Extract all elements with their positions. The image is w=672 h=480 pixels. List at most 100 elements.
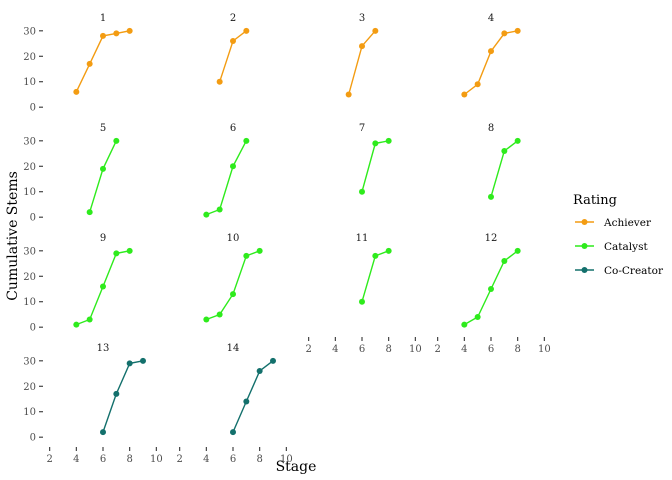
legend-title: Rating (573, 193, 617, 208)
x-tick-label: 6 (488, 344, 494, 355)
facet-strip-label: 8 (488, 123, 494, 134)
data-point (372, 140, 379, 147)
y-axis-title: Cumulative Stems (5, 171, 21, 301)
legend-label: Co-Creator (604, 265, 664, 277)
data-point (100, 429, 106, 436)
facet-panel: 11 2 4 6 8 10 (305, 233, 421, 355)
legend-key-point (581, 243, 588, 249)
legend-key-point (581, 267, 588, 273)
facet-panel: 3 (345, 13, 379, 98)
data-point (216, 311, 223, 318)
x-tick-label: 2 (305, 344, 311, 355)
y-tick-label: 20 (23, 272, 36, 283)
x-tick-label: 10 (538, 344, 551, 355)
data-point (230, 38, 236, 44)
data-point (359, 43, 365, 50)
x-tick-label: 8 (256, 454, 262, 465)
x-tick-label: 4 (73, 454, 79, 465)
data-point (474, 81, 481, 88)
x-tick-label: 4 (461, 344, 467, 355)
data-point (73, 321, 80, 328)
data-point (488, 286, 494, 292)
x-tick-label: 6 (230, 454, 236, 465)
facet-panel: 6 (203, 123, 250, 218)
facet-panel: 9 0 10 20 30 (23, 233, 133, 334)
data-point (514, 27, 521, 34)
y-tick-label: 10 (23, 407, 36, 418)
series-line (463, 30, 518, 96)
legend-item: Catalyst (575, 241, 648, 253)
facet-strip-label: 9 (100, 233, 106, 244)
facet-panel: 5 0 10 20 30 (23, 123, 120, 224)
x-tick-label: 2 (434, 344, 440, 355)
y-tick-label: 20 (23, 382, 36, 393)
data-point (243, 137, 250, 144)
data-point (126, 27, 133, 34)
data-point (203, 316, 210, 323)
data-point (461, 321, 468, 328)
data-point (113, 137, 120, 144)
data-point (270, 357, 276, 364)
data-point (86, 209, 93, 216)
data-point (385, 247, 392, 254)
x-tick-label: 2 (46, 454, 52, 465)
legend-label: Catalyst (604, 241, 648, 253)
data-point (113, 390, 120, 397)
y-tick-label: 10 (23, 187, 36, 198)
facet-strip-label: 5 (100, 123, 106, 134)
data-point (100, 283, 106, 290)
x-tick-label: 2 (176, 454, 182, 465)
series-line (102, 360, 144, 433)
y-tick-label: 10 (23, 297, 36, 308)
facet-strip-label: 10 (227, 233, 240, 244)
data-point (126, 247, 133, 254)
data-point (501, 30, 508, 37)
data-point (113, 30, 120, 37)
facet-strip-label: 3 (359, 13, 365, 24)
facet-strip-label: 6 (230, 123, 236, 134)
data-point (359, 188, 365, 195)
y-tick-label: 30 (23, 246, 36, 257)
data-point (461, 91, 468, 98)
series-line (206, 140, 247, 216)
x-tick-label: 6 (100, 454, 106, 465)
legend-item: Co-Creator (575, 265, 664, 277)
data-point (203, 211, 210, 218)
data-point (100, 32, 106, 39)
y-tick-label: 0 (30, 433, 36, 444)
y-tick-label: 10 (23, 77, 36, 88)
facet-panel: 8 (488, 123, 521, 200)
facet-panel: 4 (461, 13, 521, 98)
data-point (359, 298, 365, 305)
data-point (243, 27, 250, 34)
data-point (385, 137, 392, 144)
series-line (206, 250, 260, 321)
data-point (501, 258, 508, 264)
facet-strip-label: 2 (230, 13, 236, 24)
facet-strip-label: 14 (227, 343, 240, 354)
data-point (216, 206, 223, 213)
legend-item: Achiever (575, 217, 652, 229)
x-tick-label: 6 (359, 344, 365, 355)
data-point (372, 252, 379, 259)
y-tick-label: 0 (30, 103, 36, 114)
facet-strip-label: 12 (485, 233, 498, 244)
y-tick-label: 0 (30, 213, 36, 224)
x-tick-label: 4 (332, 344, 338, 355)
x-tick-label: 10 (150, 454, 163, 465)
facet-panel: 12 2 4 6 8 10 (434, 233, 550, 355)
series-line (75, 30, 130, 93)
y-tick-label: 0 (30, 323, 36, 334)
y-tick-label: 20 (23, 162, 36, 173)
facet-strip-label: 13 (97, 343, 110, 354)
facet-panel: 7 (359, 123, 392, 195)
series-line (232, 360, 274, 433)
x-tick-label: 10 (280, 454, 293, 465)
data-point (230, 429, 236, 436)
data-point (140, 357, 146, 364)
data-point (113, 250, 120, 257)
data-point (256, 247, 263, 254)
legend-key-point (581, 219, 588, 225)
